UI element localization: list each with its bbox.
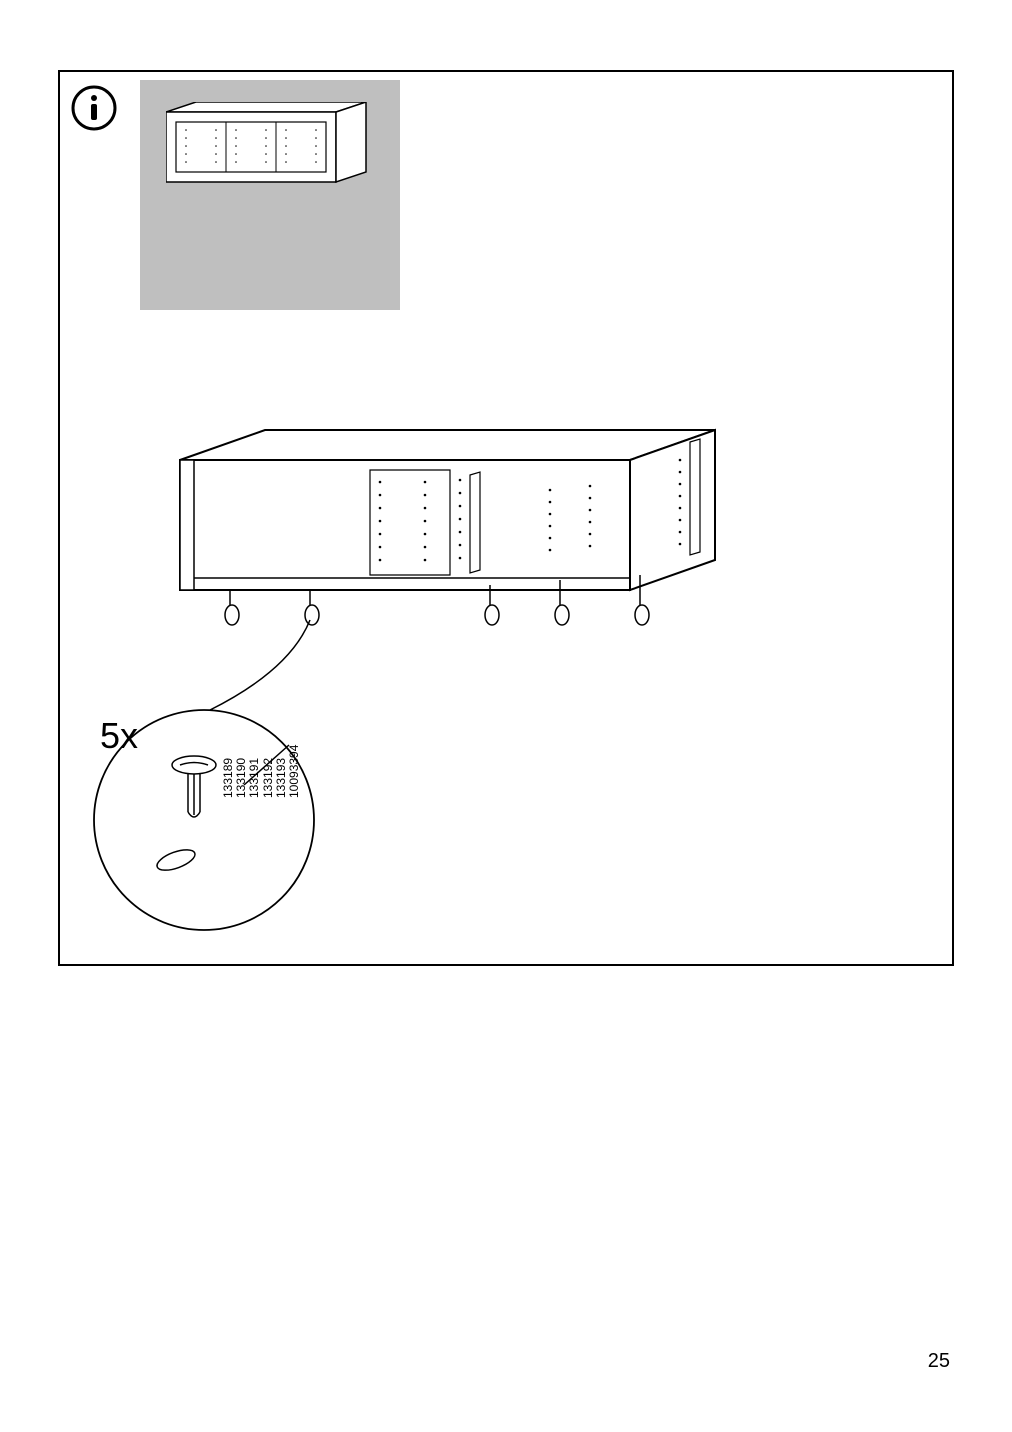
part-number: 133189: [221, 758, 235, 798]
part-number: 133193: [274, 758, 288, 798]
thumbnail-shelf: [166, 102, 376, 190]
part-number: 10093394: [287, 745, 301, 798]
page-number: 25: [928, 1350, 950, 1373]
main-shelf-diagram: [170, 420, 730, 660]
part-number-list: 133189 133190 133191 133192 133193 10093…: [222, 745, 301, 798]
part-number: 133190: [234, 758, 248, 798]
quantity-label: 5x: [100, 715, 138, 757]
thumbnail-panel: [140, 80, 400, 310]
part-number: 133191: [247, 758, 261, 798]
part-number: 133192: [261, 758, 275, 798]
info-icon: [70, 84, 118, 132]
